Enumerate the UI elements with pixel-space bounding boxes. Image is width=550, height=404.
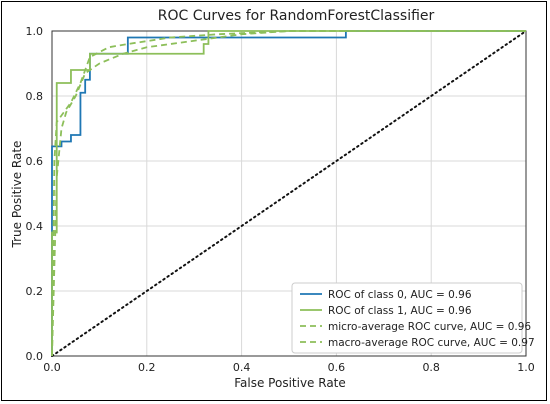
y-axis-label: True Positive Rate: [10, 141, 24, 249]
series-line-2: [51, 30, 526, 357]
x-tick-label: 0.6: [328, 361, 346, 374]
x-tick-label: 1.0: [517, 361, 535, 374]
y-tick-label: 0.0: [26, 350, 44, 363]
series-group: [51, 30, 526, 357]
series-line-0: [51, 30, 526, 356]
legend-box: [291, 282, 523, 354]
tick-labels: 0.0 0.2 0.4 0.6 0.8 1.0 0.0 0.2 0.4 0.6 0.8 1.0: [26, 25, 535, 374]
legend: ROC of class 0, AUC = 0.96 ROC of class 1…: [291, 282, 535, 354]
x-tick-label: 0.8: [422, 361, 440, 374]
chance-reference-line: [51, 30, 527, 357]
series-line-3: [51, 30, 526, 357]
legend-label-3: macro-average ROC curve, AUC = 0.97: [328, 337, 535, 349]
reference-line-group: [51, 30, 527, 357]
legend-label-2: micro-average ROC curve, AUC = 0.96: [328, 321, 531, 333]
x-tick-label: 0.0: [43, 361, 61, 374]
y-tick-label: 0.8: [26, 90, 44, 103]
chart-title: ROC Curves for RandomForestClassifier: [158, 8, 435, 24]
y-tick-label: 0.4: [26, 220, 44, 233]
y-tick-label: 1.0: [26, 25, 44, 38]
legend-label-1: ROC of class 1, AUC = 0.96: [328, 305, 472, 317]
y-tick-label: 0.2: [26, 285, 44, 298]
x-tick-label: 0.2: [138, 361, 156, 374]
y-tick-label: 0.6: [26, 155, 44, 168]
legend-label-0: ROC of class 0, AUC = 0.96: [328, 289, 472, 301]
x-tick-label: 0.4: [233, 361, 251, 374]
x-axis-label: False Positive Rate: [234, 376, 346, 390]
